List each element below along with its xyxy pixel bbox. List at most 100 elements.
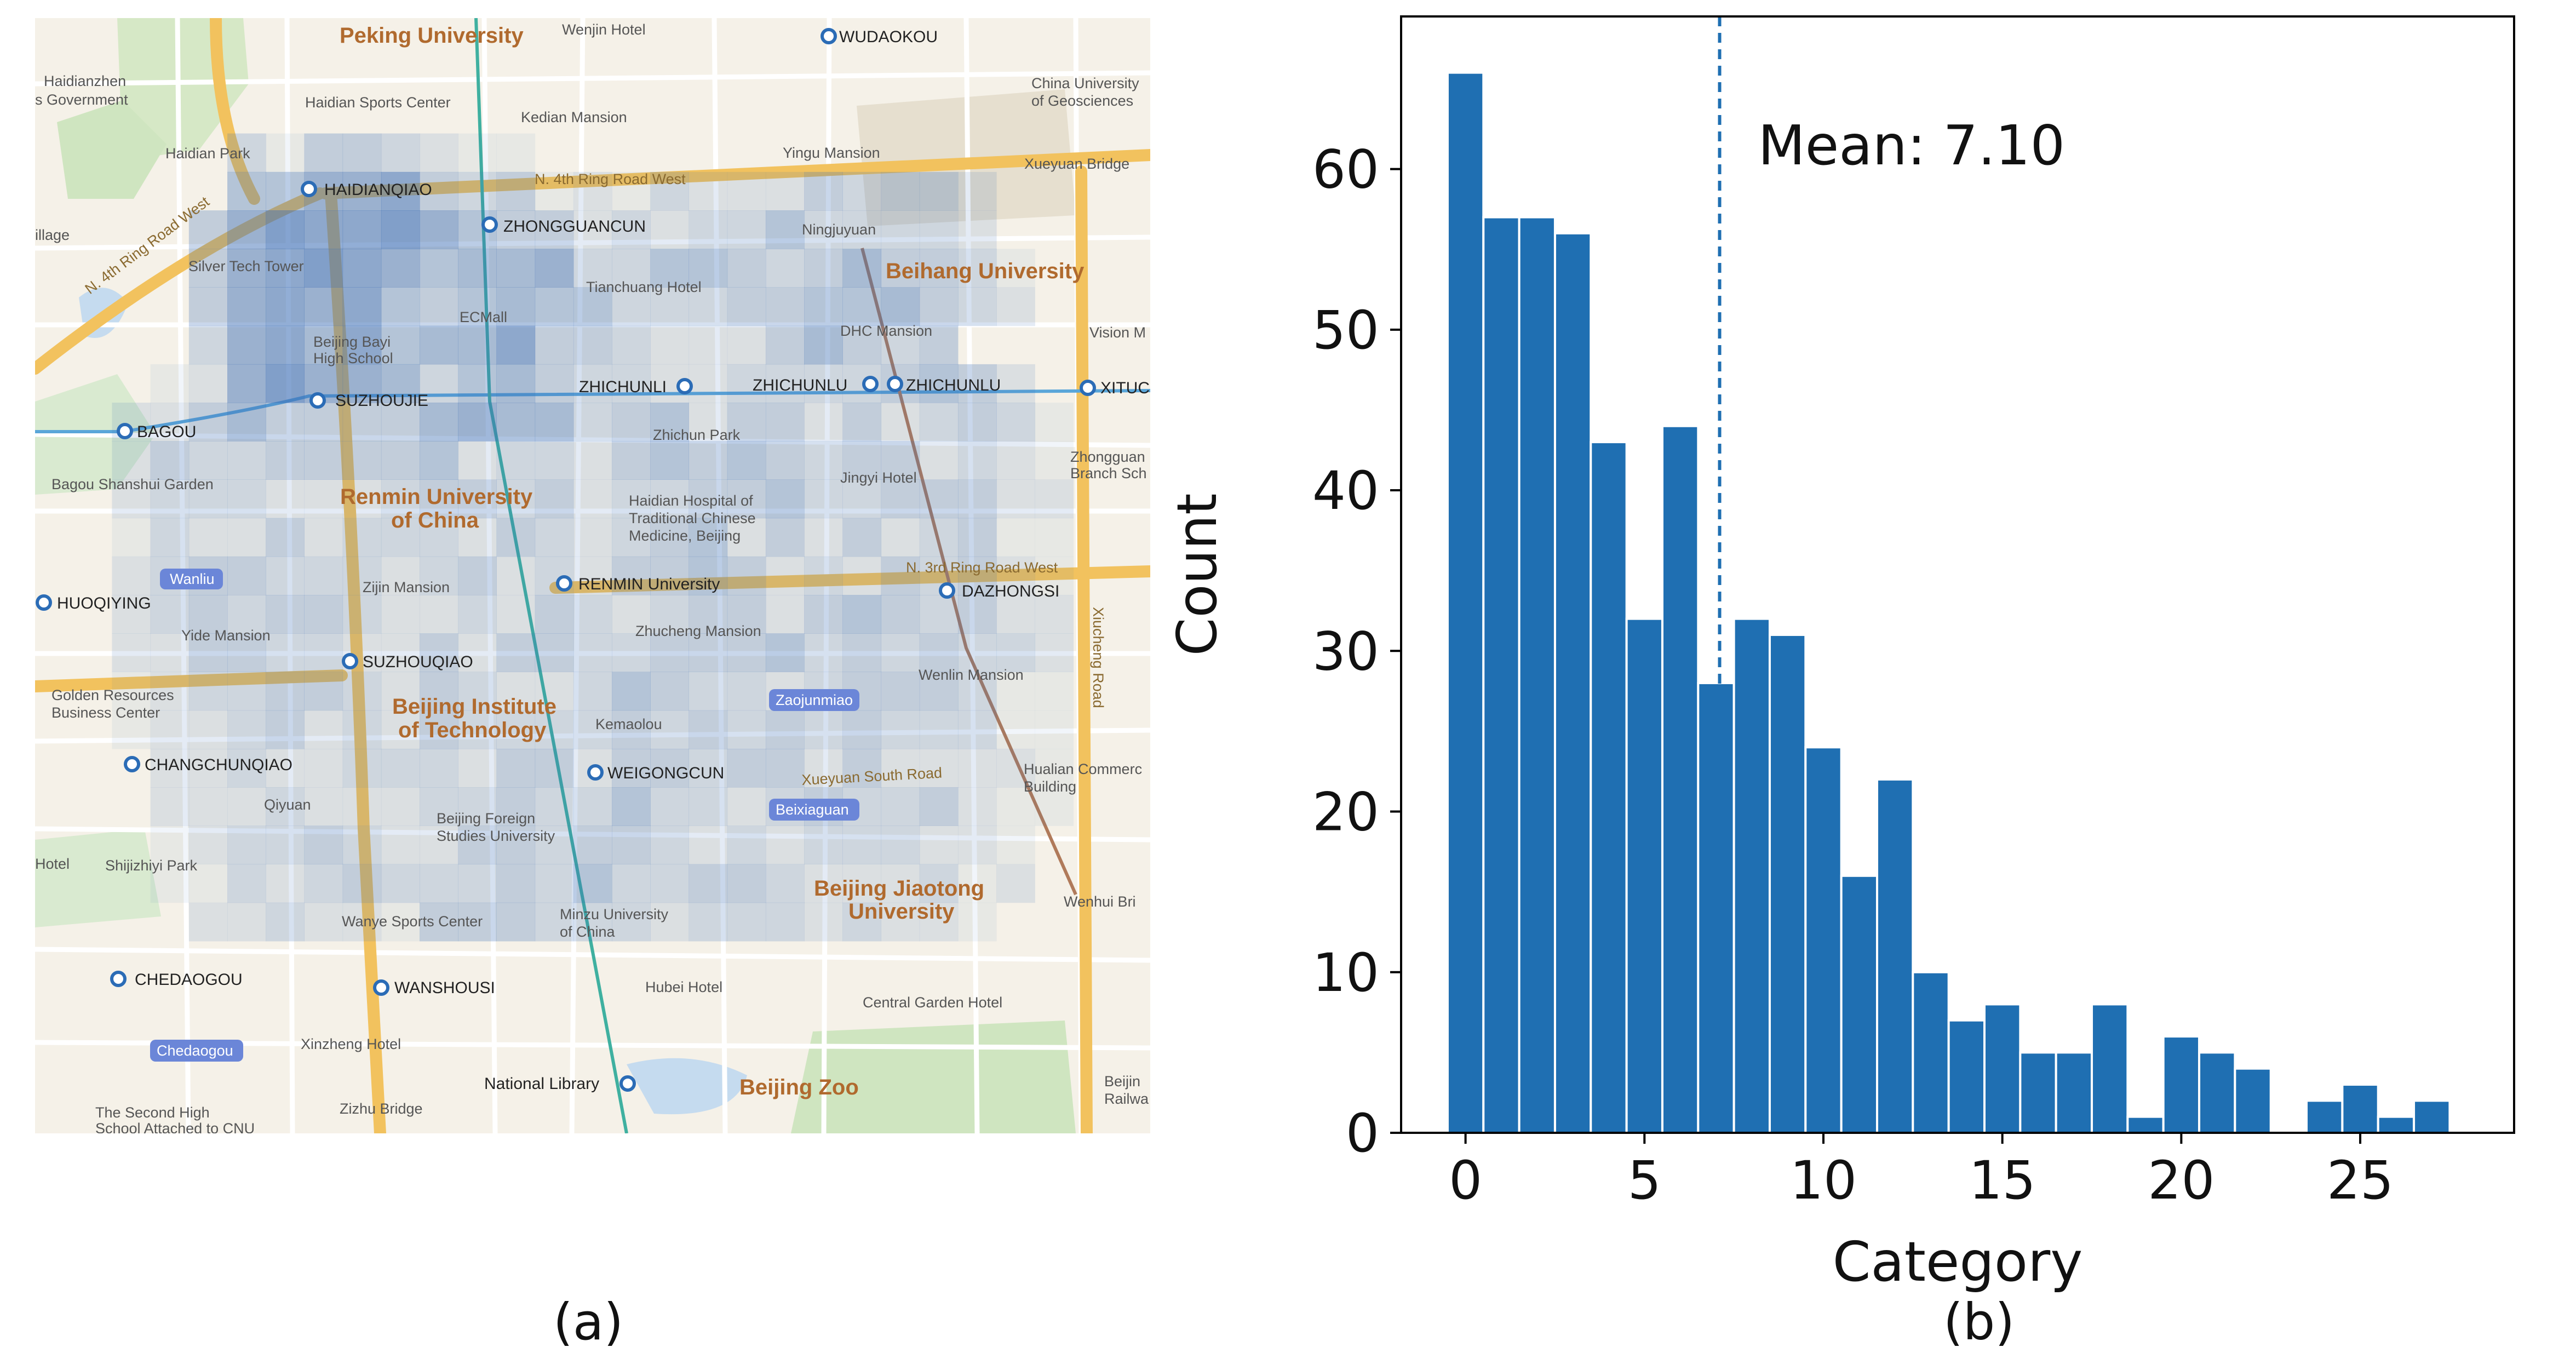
y-tick-label: 50 — [1312, 300, 1379, 361]
heat-cell — [612, 748, 651, 788]
heat-cell — [342, 210, 382, 249]
heat-cell — [496, 595, 536, 634]
heat-cell — [804, 441, 843, 480]
heat-cell — [188, 902, 228, 942]
heat-cell — [188, 595, 228, 634]
heat-cell — [458, 787, 497, 826]
heat-cell — [420, 672, 458, 711]
x-tick-label: 15 — [1969, 1150, 2036, 1211]
heat-cell — [304, 633, 343, 673]
map-svg: Peking University Wenjin Hotel WUDAOKOU … — [35, 18, 1150, 1133]
map-label: Kemaolou — [595, 716, 662, 732]
heat-cell — [804, 403, 843, 442]
heat-cell — [342, 556, 382, 595]
heat-cell — [342, 287, 382, 326]
heat-cell — [612, 595, 651, 634]
heat-cell — [727, 364, 766, 403]
heat-cell — [188, 748, 228, 788]
heat-cell — [804, 518, 843, 557]
heat-cell — [227, 518, 266, 557]
map-label: DAZHONGSI — [962, 582, 1059, 600]
map-label: Beijing Zoo — [739, 1075, 859, 1099]
heat-cell — [612, 518, 651, 557]
heat-cell — [689, 672, 728, 711]
heat-cell — [535, 902, 574, 942]
heat-cell — [842, 287, 882, 326]
heat-cell — [727, 633, 766, 673]
heat-cell — [765, 518, 805, 557]
heat-cell — [804, 556, 843, 595]
heat-cell — [535, 672, 574, 711]
heat-cell — [881, 249, 920, 288]
heat-cell — [650, 171, 690, 211]
histogram-panel: Mean: 7.10 0 5 10 15 20 25 0 10 20 30 40 50 60 Cate… — [1172, 0, 2576, 1293]
heat-cell — [150, 748, 190, 788]
map-label: The Second High — [95, 1104, 210, 1121]
heat-cell — [227, 710, 266, 749]
heat-cell — [420, 133, 458, 173]
station-marker — [342, 653, 358, 669]
heat-cell — [458, 249, 497, 288]
map-label: Hualian Commerc — [1024, 761, 1142, 777]
heat-cell — [957, 210, 997, 249]
heat-cell — [727, 672, 766, 711]
heat-cell — [1035, 710, 1074, 749]
heat-cell — [535, 826, 574, 865]
heat-cell — [689, 595, 728, 634]
heat-cell — [150, 441, 190, 480]
heat-cell — [304, 787, 343, 826]
bar — [1912, 971, 1950, 1134]
heat-cell — [957, 403, 997, 442]
heat-cell — [804, 902, 843, 942]
heat-cell — [573, 556, 612, 595]
heat-cell — [957, 518, 997, 557]
heat-cell — [996, 287, 1035, 326]
heat-cell — [957, 441, 997, 480]
heat-cell — [612, 479, 651, 519]
heat-cell — [458, 518, 497, 557]
wanliu-tag — [160, 569, 223, 589]
heat-cell — [342, 133, 382, 173]
heat-cell — [804, 595, 843, 634]
park-area — [35, 829, 161, 927]
heat-cell — [381, 518, 420, 557]
station-marker — [481, 216, 498, 233]
map-label: Qiyuan — [264, 796, 311, 813]
station-marker — [556, 575, 572, 592]
map-label: WUDAOKOU — [839, 28, 938, 46]
heat-cell — [381, 287, 420, 326]
heat-cell — [458, 710, 497, 749]
station-marker — [117, 423, 133, 439]
heat-cell — [727, 325, 766, 365]
heat-cell — [112, 518, 151, 557]
heat-cell — [150, 787, 190, 826]
heat-cell — [919, 518, 959, 557]
map-label: SUZHOUJIE — [335, 392, 428, 410]
zaojunmiao-tag — [769, 689, 859, 711]
heat-cell — [765, 710, 805, 749]
map-label: ECMall — [460, 309, 507, 325]
heat-cell — [304, 287, 343, 326]
heat-cell — [266, 710, 305, 749]
heat-cell — [650, 864, 690, 903]
heat-cell — [381, 133, 420, 173]
heat-cell — [227, 748, 266, 788]
heat-cell — [996, 518, 1035, 557]
heat-cell — [188, 364, 228, 403]
y-tick-label: 0 — [1346, 1103, 1379, 1164]
heat-cell — [689, 287, 728, 326]
heat-cell — [304, 479, 343, 519]
water-area — [627, 1058, 747, 1115]
heat-cell — [650, 441, 690, 480]
map-label: Beixiaguan — [776, 801, 849, 818]
heat-cell — [573, 864, 612, 903]
map-label: ZHONGGUANCUN — [503, 217, 646, 236]
map-label: Zaojunmiao — [776, 692, 853, 708]
heat-cell — [881, 902, 920, 942]
heat-cell — [188, 249, 228, 288]
map-label: XITUC — [1100, 379, 1150, 397]
heat-cell — [496, 748, 536, 788]
heat-cell — [573, 633, 612, 673]
heat-cell — [842, 595, 882, 634]
bar — [1553, 232, 1592, 1134]
